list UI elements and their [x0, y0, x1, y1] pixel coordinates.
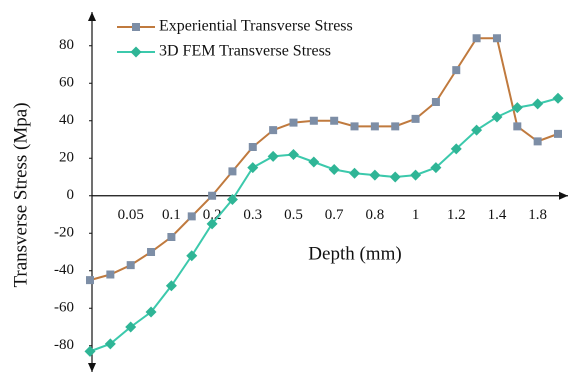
- data-point: [186, 250, 198, 262]
- data-point: [106, 270, 115, 279]
- legend-marker: [132, 23, 140, 31]
- series-line: [89, 97, 559, 353]
- x-tick-label: 1.8: [528, 207, 547, 223]
- data-point: [187, 212, 196, 221]
- data-point: [228, 167, 237, 176]
- x-tick-label: 0.5: [284, 207, 303, 223]
- data-point: [147, 248, 156, 256]
- data-point: [125, 321, 137, 333]
- data-point: [533, 137, 542, 146]
- data-point: [145, 306, 157, 318]
- data-point: [450, 143, 462, 155]
- data-point: [86, 276, 94, 285]
- y-tick-label: -60: [54, 300, 74, 316]
- data-point: [165, 280, 177, 292]
- data-point: [389, 171, 401, 183]
- y-tick-label: -80: [54, 337, 74, 353]
- data-point: [328, 164, 340, 175]
- y-tick-label: 40: [59, 112, 74, 128]
- data-point: [349, 167, 361, 179]
- x-tick-label: 1.4: [488, 207, 507, 223]
- data-point: [410, 169, 422, 181]
- data-point: [247, 162, 259, 174]
- data-point: [269, 126, 278, 135]
- data-point: [552, 92, 564, 104]
- data-point: [104, 338, 116, 350]
- data-point: [411, 114, 420, 123]
- data-point: [369, 169, 381, 181]
- data-point: [330, 116, 339, 125]
- data-point: [206, 218, 218, 230]
- data-point: [126, 261, 135, 270]
- x-tick-label: 1: [412, 207, 420, 223]
- x-axis-title: Depth (mm): [308, 243, 401, 264]
- data-point: [471, 124, 483, 136]
- y-tick-label: 60: [59, 75, 74, 91]
- data-point: [532, 98, 544, 110]
- y-axis-arrow-top: [88, 12, 96, 21]
- data-point: [167, 233, 176, 241]
- y-tick-label: 20: [59, 150, 74, 166]
- legend-text: Experiential Transverse Stress: [159, 18, 353, 35]
- x-tick-label: 0.7: [325, 207, 344, 223]
- x-axis-arrow: [559, 191, 568, 200]
- x-tick-label: 0.8: [365, 207, 384, 223]
- y-axis-arrow-bottom: [88, 363, 96, 372]
- y-tick-label: -40: [54, 262, 74, 278]
- data-point: [492, 34, 501, 43]
- data-point: [289, 118, 298, 127]
- x-tick-label: 0.05: [118, 207, 144, 223]
- data-point: [491, 111, 503, 123]
- y-tick-label: 0: [67, 187, 75, 203]
- data-point: [431, 98, 440, 106]
- y-tick-label: 80: [59, 37, 74, 53]
- data-point: [208, 191, 217, 200]
- data-point: [391, 122, 400, 131]
- data-point: [554, 129, 562, 138]
- data-point: [287, 149, 299, 160]
- data-point: [350, 122, 359, 131]
- data-point: [309, 116, 318, 125]
- data-point: [472, 34, 481, 43]
- x-tick-label: 1.2: [447, 207, 466, 223]
- data-point: [248, 143, 257, 151]
- data-point: [513, 122, 522, 131]
- data-point: [226, 194, 238, 205]
- y-axis-title: Transverse Stress (Mpa): [10, 102, 31, 287]
- data-point: [267, 150, 279, 162]
- y-tick-label: -20: [54, 225, 74, 241]
- legend-text: 3D FEM Transverse Stress: [159, 43, 331, 60]
- data-point: [511, 102, 523, 114]
- x-tick-label: 0.1: [162, 207, 181, 223]
- data-point: [308, 156, 320, 168]
- legend-marker: [130, 46, 142, 58]
- data-point: [430, 162, 442, 174]
- data-point: [84, 345, 96, 357]
- x-tick-label: 0.3: [243, 207, 262, 223]
- data-point: [370, 122, 379, 131]
- data-point: [452, 66, 461, 75]
